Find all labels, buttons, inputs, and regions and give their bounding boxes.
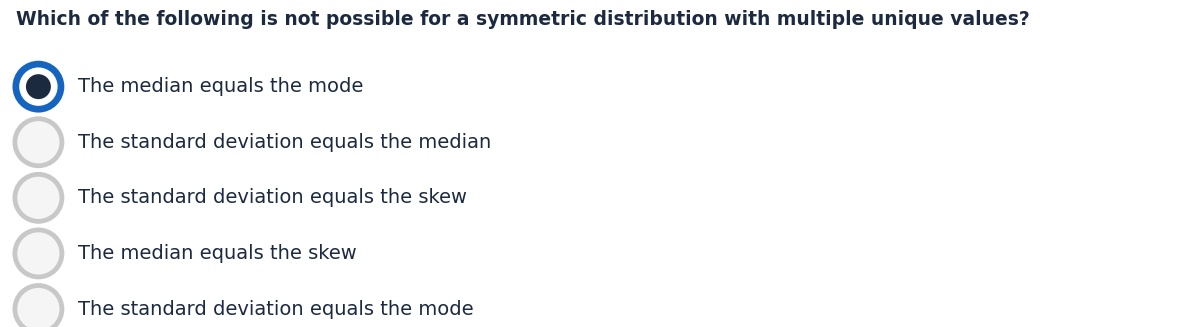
Ellipse shape bbox=[12, 116, 65, 168]
Ellipse shape bbox=[17, 288, 60, 327]
Ellipse shape bbox=[17, 232, 60, 275]
Ellipse shape bbox=[17, 121, 60, 164]
Ellipse shape bbox=[12, 61, 65, 112]
Text: The median equals the mode: The median equals the mode bbox=[78, 77, 364, 96]
Ellipse shape bbox=[12, 228, 65, 279]
Ellipse shape bbox=[17, 177, 60, 219]
Ellipse shape bbox=[19, 67, 58, 106]
Ellipse shape bbox=[12, 172, 65, 224]
Ellipse shape bbox=[12, 283, 65, 327]
Text: The median equals the skew: The median equals the skew bbox=[78, 244, 356, 263]
Ellipse shape bbox=[26, 74, 50, 99]
Text: The standard deviation equals the median: The standard deviation equals the median bbox=[78, 133, 491, 152]
Text: The standard deviation equals the skew: The standard deviation equals the skew bbox=[78, 188, 467, 207]
Text: Which of the following is not possible for a symmetric distribution with multipl: Which of the following is not possible f… bbox=[16, 10, 1030, 29]
Text: The standard deviation equals the mode: The standard deviation equals the mode bbox=[78, 300, 474, 318]
